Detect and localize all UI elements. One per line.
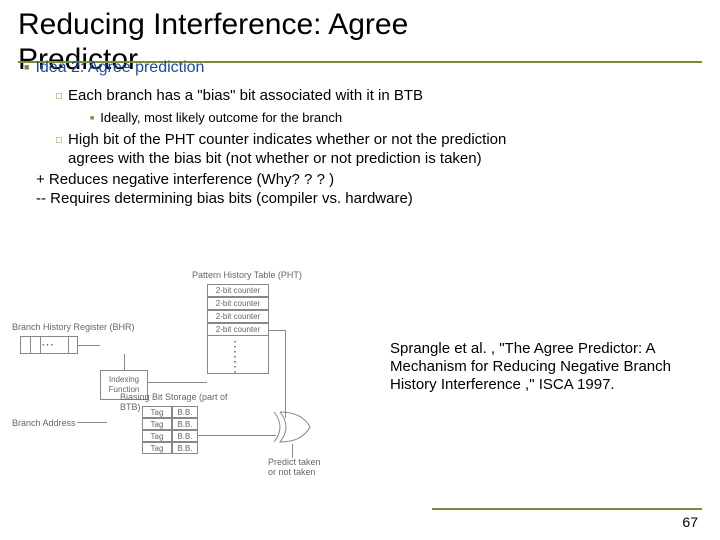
- bb-tag-3: Tag: [142, 442, 172, 454]
- bb-bit-2: B.B.: [172, 430, 198, 442]
- idea-line: ■ Idea 2: Agree prediction: [24, 59, 702, 77]
- bullet-icon: ■: [24, 62, 29, 72]
- title-line-1: Reducing Interference: Agree: [18, 8, 408, 41]
- ideally-line: ■ Ideally, most likely outcome for the br…: [90, 110, 702, 125]
- plus-text: + Reduces negative interference (Why? ? …: [36, 171, 334, 188]
- footer-rule: [432, 508, 702, 510]
- citation: Sprangle et al. , "The Agree Predictor: …: [390, 340, 690, 394]
- bullet-icon: □: [56, 91, 62, 102]
- highbit-text-1: High bit of the PHT counter indicates wh…: [68, 131, 506, 148]
- pht-label: Pattern History Table (PHT): [192, 270, 302, 280]
- bullet-icon: ■: [90, 115, 94, 122]
- minus-line: -- Requires determining bias bits (compi…: [36, 190, 702, 207]
- branch-address-label: Branch Address: [12, 418, 76, 428]
- bhr-box: ⋯: [20, 336, 78, 354]
- bb-bit-1: B.B.: [172, 418, 198, 430]
- bb-bit-0: B.B.: [172, 406, 198, 418]
- citation-text: Sprangle et al. , "The Agree Predictor: …: [390, 340, 671, 393]
- xor-gate-icon: [272, 410, 312, 444]
- idea-text: Idea 2: Agree prediction: [35, 59, 204, 76]
- bullet-icon: □: [56, 135, 62, 146]
- content-area: ■ Idea 2: Agree prediction □ Each branch h…: [0, 61, 720, 207]
- highbit-line: □ High bit of the PHT counter indicates w…: [56, 131, 702, 169]
- bb-tag-0: Tag: [142, 406, 172, 418]
- bb-tag-1: Tag: [142, 418, 172, 430]
- highbit-text-2: agrees with the bias bit (not whether or…: [68, 150, 482, 167]
- minus-text: -- Requires determining bias bits (compi…: [36, 190, 413, 207]
- page-number: 67: [682, 514, 698, 530]
- pht-outline: [207, 284, 269, 374]
- bb-tag-2: Tag: [142, 430, 172, 442]
- bb-bit-3: B.B.: [172, 442, 198, 454]
- predict-label: Predict taken or not taken: [268, 458, 348, 478]
- each-text: Each branch has a "bias" bit associated …: [68, 87, 423, 104]
- ideally-text: Ideally, most likely outcome for the bra…: [100, 110, 342, 125]
- plus-line: + Reduces negative interference (Why? ? …: [36, 171, 702, 188]
- each-branch-line: □ Each branch has a "bias" bit associated…: [56, 87, 702, 104]
- agree-predictor-diagram: Pattern History Table (PHT) 2-bit counte…: [12, 270, 372, 480]
- bhr-label: Branch History Register (BHR): [12, 322, 135, 332]
- ba-arrow: [77, 422, 107, 423]
